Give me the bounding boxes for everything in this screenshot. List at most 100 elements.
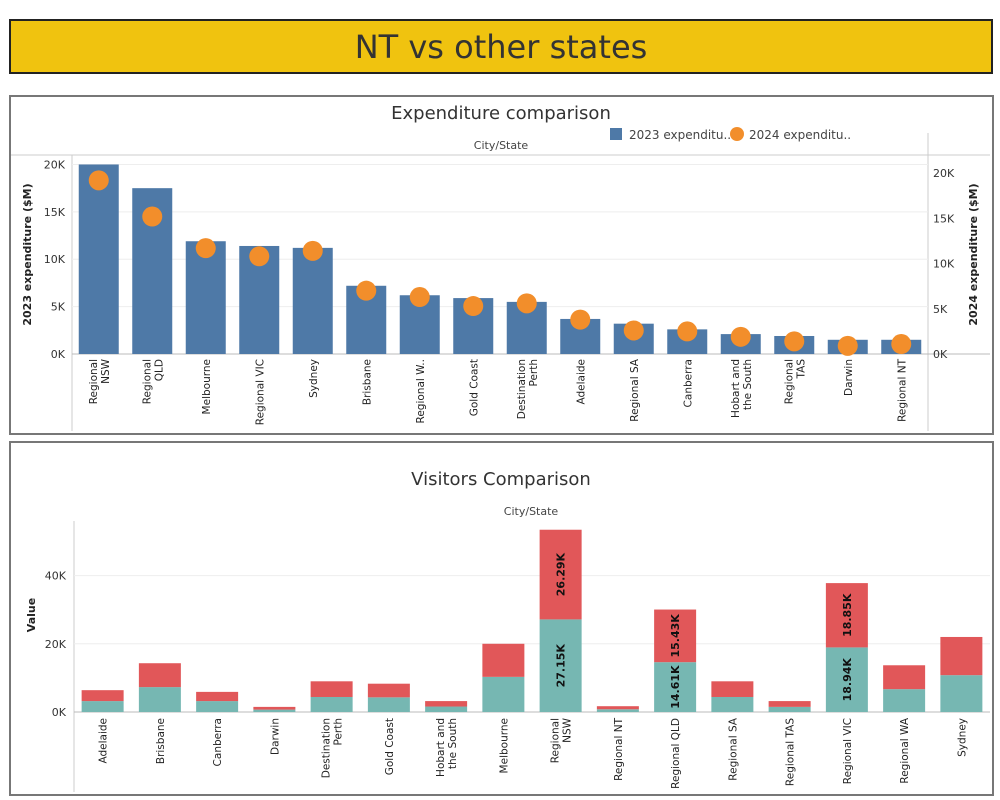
x-category-label: Melbourne [201, 359, 213, 414]
bar-segment-top [825, 583, 868, 648]
x-category-label: Destination Perth [321, 718, 345, 778]
x-category-label-line: Adelaide [575, 359, 587, 405]
dot-2024 [195, 238, 216, 259]
x-category-label: Regional TAS [785, 718, 797, 786]
legend: 2023 expenditu.. 2024 expenditu.. [610, 127, 851, 142]
x-category-label: Darwin [269, 718, 281, 755]
x-category-label: Regional QLD [670, 718, 682, 789]
x-category-label: Sydney [308, 359, 320, 398]
x-category-label-line: Regional QLD [670, 718, 682, 789]
x-category-label: Regional QLD [141, 359, 165, 404]
y-tick: 20K [45, 638, 67, 651]
x-category-label: Regional NT [613, 717, 625, 780]
bar-segment-top [482, 643, 525, 677]
bar-segment-bottom [825, 647, 868, 712]
x-category-label-line: Melbourne [498, 718, 510, 773]
x-category-label: Gold Coast [384, 718, 396, 775]
bar-segment-top [711, 681, 754, 697]
legend-swatch-2024 [730, 127, 744, 141]
dot-2024 [356, 280, 377, 301]
bar-segment-bottom [539, 619, 582, 712]
x-category-label-line: Regional VIC [254, 359, 266, 425]
y-tick-left: 10K [44, 253, 66, 266]
x-category-label-line: Sydney [956, 718, 968, 757]
data-label: 27.15K [555, 644, 568, 688]
bar-segment-bottom [310, 696, 353, 712]
x-category-label: Gold Coast [468, 359, 480, 416]
x-category-label: Brisbane [155, 718, 167, 764]
x-category-label-line: Regional TAS [785, 718, 797, 786]
bar-segment-bottom [138, 687, 181, 712]
x-category-label-line: Regional [783, 359, 795, 404]
dot-2024 [409, 287, 430, 308]
y-tick-left: 0K [51, 348, 66, 361]
y-tick-left: 20K [44, 158, 66, 171]
x-category-label-line: Gold Coast [384, 718, 396, 775]
dot-2024 [249, 246, 270, 267]
x-category-label-line: the South [447, 718, 459, 769]
x-category-label: Adelaide [98, 718, 110, 764]
x-category-label-line: Regional NT [896, 358, 908, 421]
bar-segment-bottom [253, 709, 296, 712]
x-category-label-line: Canberra [212, 718, 224, 766]
bar-segment-bottom [883, 689, 926, 712]
data-label: 26.29K [555, 552, 568, 596]
x-category-label-line: Brisbane [155, 718, 167, 764]
x-category-label: Melbourne [498, 718, 510, 773]
y-tick-right: 20K [933, 167, 955, 180]
x-category-label-line: Canberra [682, 359, 694, 407]
visitors-panel: Visitors Comparison City/State 0K 20K 40K Val… [9, 441, 994, 796]
visitors-chart: Visitors Comparison City/State 0K 20K 40K Val… [25, 469, 990, 792]
x-category-label-line: Perth [528, 359, 540, 387]
x-category-label-line: Adelaide [98, 718, 110, 764]
x-category-label-line: Regional [550, 718, 562, 763]
x-category-label: Regional NSW [550, 717, 574, 763]
dot-2024 [730, 326, 751, 347]
x-category-label: Regional NT [896, 358, 908, 421]
bar-segment-top [654, 609, 697, 663]
data-label: 18.94K [841, 658, 854, 702]
dot-2024 [891, 334, 912, 355]
x-category-label-line: Destination [516, 359, 528, 419]
bar-segment-top [940, 636, 983, 676]
y-tick-right: 0K [933, 348, 948, 361]
y-tick-left: 5K [51, 301, 66, 314]
expenditure-panel: Expenditure comparison City/State 2023 exp… [9, 95, 994, 435]
dot-2024 [623, 320, 644, 341]
bar-segment-bottom [768, 706, 811, 712]
dot-2024 [302, 240, 323, 261]
x-category-label-line: Melbourne [201, 359, 213, 414]
x-category-label-line: Perth [333, 718, 345, 746]
bar-segment-top [367, 683, 410, 698]
y-axis-title: Value [25, 598, 38, 632]
bar-segment-top [539, 529, 582, 620]
bar-segment-top [196, 691, 239, 702]
bar-segment-bottom [654, 662, 697, 712]
bar-segment-top [883, 665, 926, 690]
legend-label-2023: 2023 expenditu.. [629, 128, 731, 142]
x-category-label-line: Darwin [843, 359, 855, 396]
x-category-label-line: the South [742, 359, 754, 410]
data-label: 18.85K [841, 593, 854, 637]
bar-segment-top [138, 663, 181, 688]
x-category-label: Sydney [956, 718, 968, 757]
x-category-label-line: Regional NT [613, 717, 625, 780]
y-tick: 40K [45, 570, 67, 583]
x-category-label: Hobart and the South [435, 718, 459, 777]
dot-2024 [570, 309, 591, 330]
x-category-label-line: Brisbane [361, 359, 373, 405]
bar-segment-top [310, 681, 353, 697]
bar-segment-bottom [711, 696, 754, 712]
bar-segment-top [596, 706, 639, 710]
dot-2024 [784, 331, 805, 352]
expenditure-chart: Expenditure comparison City/State 2023 exp… [11, 103, 990, 431]
legend-label-2024: 2024 expenditu.. [749, 128, 851, 142]
y-tick-right: 10K [933, 258, 955, 271]
bar-segment-bottom [940, 675, 983, 712]
bar-segment-bottom [196, 701, 239, 712]
y-axis-title-right: 2024 expenditure ($M) [967, 183, 980, 325]
dot-2024 [516, 293, 537, 314]
x-category-label: Hobart and the South [730, 359, 754, 418]
bar-2023 [292, 247, 333, 354]
dot-2024 [463, 296, 484, 317]
